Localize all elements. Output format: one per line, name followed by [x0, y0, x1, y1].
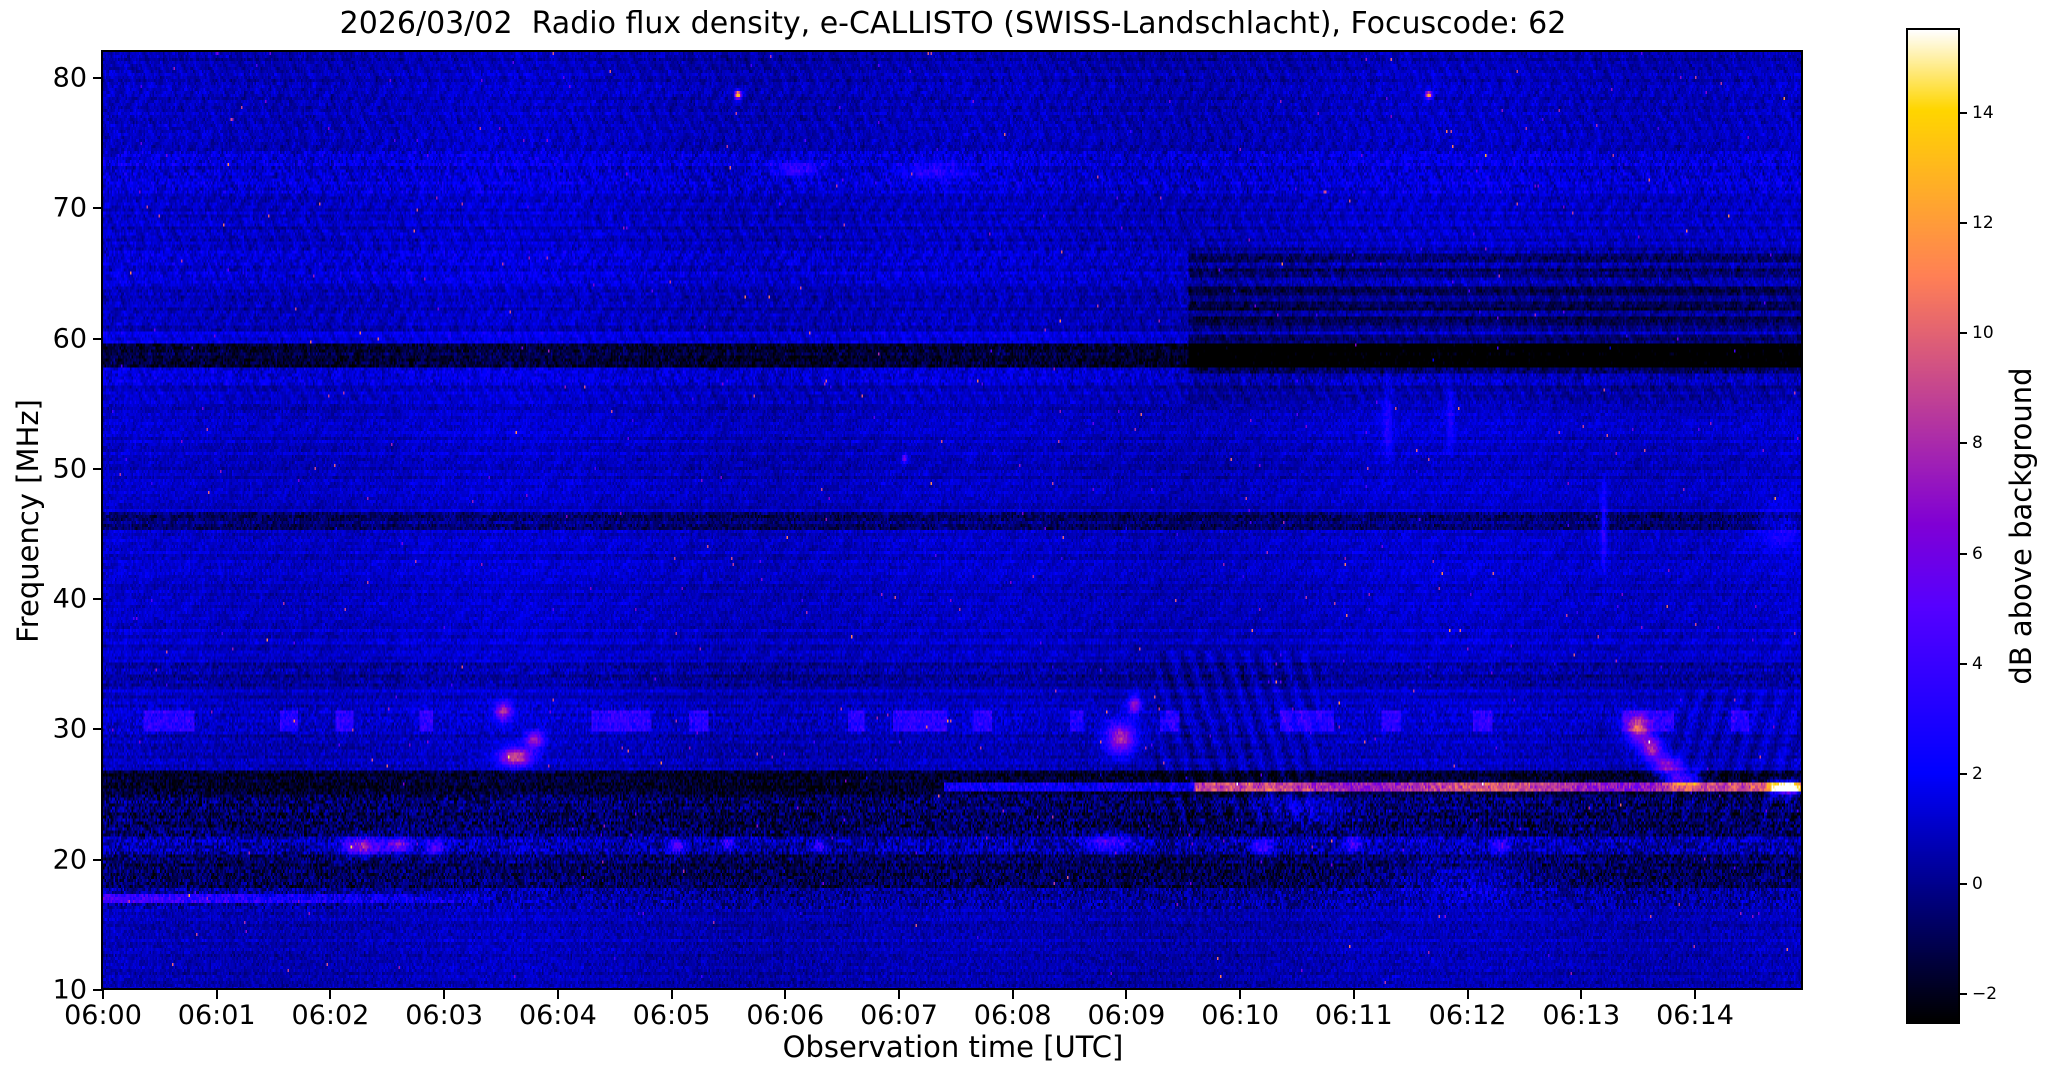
x-tick	[329, 990, 332, 999]
x-tick-label: 06:01	[177, 1000, 256, 1031]
x-tick-label: 06:03	[405, 1000, 484, 1031]
x-tick-label: 06:08	[973, 1000, 1052, 1031]
colorbar-tick	[1958, 111, 1967, 114]
x-tick	[1011, 990, 1014, 999]
y-tick-label: 40	[52, 583, 87, 615]
x-tick	[1580, 990, 1583, 999]
colorbar-tick-label: 8	[1972, 433, 1983, 454]
y-tick	[93, 467, 102, 470]
colorbar-tick-label: 0	[1972, 874, 1983, 895]
x-tick	[102, 990, 104, 999]
x-tick-label: 06:00	[64, 1000, 142, 1031]
y-tick-label: 80	[52, 62, 87, 94]
colorbar-tick-label: 2	[1972, 764, 1983, 784]
x-tick	[1693, 990, 1696, 999]
colorbar-tick	[1958, 552, 1967, 555]
y-tick	[93, 728, 102, 731]
x-tick	[897, 990, 900, 999]
colorbar-tick-label: −2	[1972, 984, 1998, 1005]
colorbar-tick-label: 14	[1972, 102, 1994, 123]
colorbar-tick-label: 4	[1972, 653, 1983, 674]
y-tick	[93, 207, 102, 210]
x-tick	[443, 990, 446, 999]
y-tick	[93, 989, 102, 991]
colorbar-gradient	[1908, 30, 1958, 1022]
x-tick-label: 06:06	[746, 1000, 825, 1031]
x-tick-label: 06:14	[1656, 1000, 1734, 1031]
y-axis-label: Frequency [MHz]	[11, 399, 45, 643]
x-tick	[1466, 990, 1469, 999]
colorbar-tick	[1958, 221, 1967, 224]
colorbar-tick	[1958, 442, 1967, 445]
colorbar-tick	[1958, 883, 1967, 886]
colorbar-tick	[1958, 662, 1967, 665]
colorbar-tick-label: 10	[1972, 323, 1994, 344]
x-tick	[1239, 990, 1242, 999]
x-tick	[556, 990, 559, 999]
x-tick-label: 06:10	[1201, 1000, 1280, 1031]
colorbar-tick	[1958, 332, 1967, 335]
colorbar-tick	[1958, 773, 1967, 775]
x-tick-label: 06:09	[1087, 1000, 1166, 1031]
y-tick	[93, 858, 102, 861]
x-tick	[784, 990, 787, 999]
x-axis-label: Observation time [UTC]	[782, 1030, 1124, 1064]
y-tick-label: 10	[52, 974, 87, 1006]
y-tick-label: 50	[52, 453, 87, 485]
x-tick-label: 06:07	[860, 1000, 938, 1031]
x-tick	[1352, 990, 1355, 999]
y-tick	[93, 337, 102, 340]
y-tick-label: 20	[52, 844, 87, 876]
y-tick-label: 30	[52, 713, 87, 745]
x-tick	[215, 990, 218, 999]
x-tick-label: 06:02	[291, 1000, 370, 1031]
colorbar-label: dB above background	[2004, 367, 2038, 685]
x-tick-label: 06:11	[1314, 1000, 1393, 1031]
x-tick	[670, 990, 673, 999]
chart-title: 2026/03/02 Radio flux density, e-CALLIST…	[339, 6, 1567, 41]
colorbar-tick-label: 12	[1972, 212, 1994, 233]
colorbar-tick-label: 6	[1972, 543, 1983, 564]
x-tick	[1125, 990, 1128, 999]
y-tick	[93, 598, 102, 601]
x-tick-label: 06:04	[518, 1000, 597, 1031]
x-tick-label: 06:13	[1542, 1000, 1621, 1031]
x-tick-label: 06:05	[632, 1000, 711, 1031]
y-tick-label: 70	[52, 192, 87, 224]
x-tick-label: 06:12	[1428, 1000, 1507, 1031]
y-tick-label: 60	[52, 323, 87, 355]
y-tick	[93, 77, 102, 80]
spectrogram-image	[103, 52, 1803, 990]
colorbar-tick	[1958, 993, 1967, 996]
